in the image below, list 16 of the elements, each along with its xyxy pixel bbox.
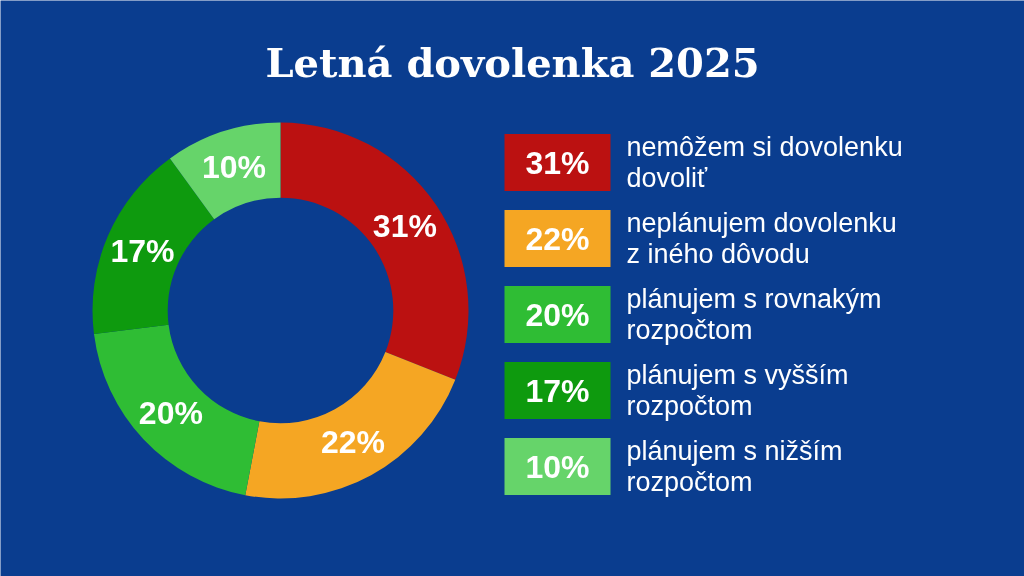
data-label: 31% (372, 207, 437, 244)
chart-title: Letná dovolenka 2025 (265, 39, 760, 86)
data-label: 20% (138, 395, 203, 432)
text: 22% (525, 220, 590, 257)
text: 20% (525, 296, 590, 333)
data-label: 22% (320, 424, 385, 461)
legend-label: plánujem s nižším rozpočtom (626, 436, 843, 497)
legend-label: neplánujem dovolenku z iného dôvodu (626, 208, 897, 269)
legend-label: plánujem s rovnakým rozpočtom (626, 284, 882, 345)
text: 17% (525, 372, 590, 409)
data-label: 17% (110, 232, 175, 269)
legend-label: plánujem s vyšším rozpočtom (626, 360, 849, 421)
text: 31% (525, 144, 590, 181)
text: 10% (525, 448, 590, 485)
data-label: 10% (202, 149, 267, 186)
legend-label: nemôžem si dovolenku dovoliť (626, 132, 903, 193)
